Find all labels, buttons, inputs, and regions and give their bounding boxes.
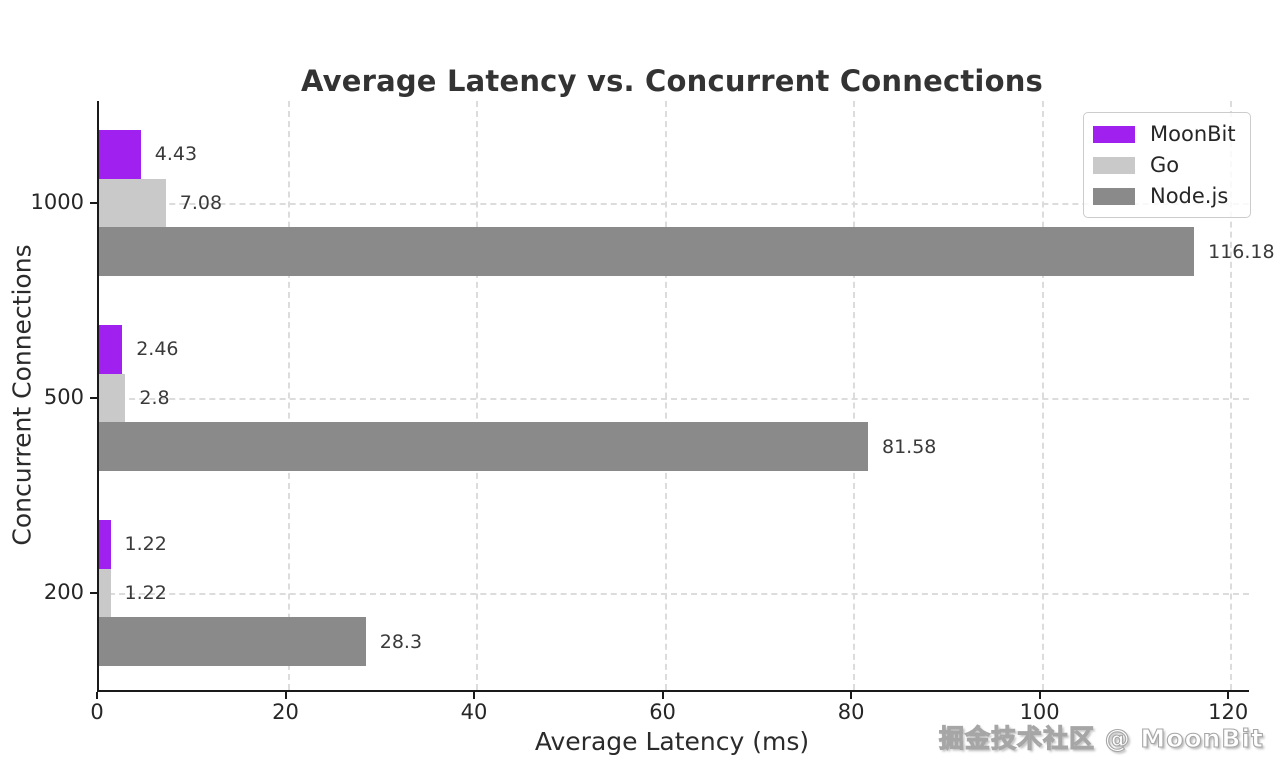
ytick-label-200: 200 (43, 580, 84, 604)
bar-value-go-1000: 7.08 (179, 192, 223, 214)
xtick-mark-120 (1227, 692, 1230, 699)
bar-go-200 (99, 568, 111, 618)
gridline-y-200 (99, 593, 1249, 595)
bar-go-500 (99, 373, 126, 423)
legend-item-go: Go (1093, 152, 1236, 178)
gridline-x-100 (1041, 101, 1044, 690)
gridline-x-60 (664, 101, 667, 690)
gridline-x-40 (476, 101, 479, 690)
legend-label-nodejs: Node.js (1150, 184, 1229, 208)
ytick-mark-500 (90, 397, 97, 399)
ytick-mark-200 (90, 592, 97, 594)
xtick-mark-60 (661, 692, 664, 699)
xtick-mark-0 (96, 692, 98, 699)
plot-area: 4.43 2.46 1.22 7.08 2.8 1.22 116.18 81.58 28.3 (97, 101, 1275, 692)
gridline-x-80 (853, 101, 856, 690)
ytick-mark-1000 (90, 202, 97, 204)
bar-value-go-200: 1.22 (124, 582, 167, 604)
bar-nodejs-500 (99, 422, 868, 472)
xtick-label-60: 60 (649, 700, 676, 724)
bar-nodejs-1000 (99, 227, 1195, 277)
bar-value-go-500: 2.8 (139, 387, 170, 409)
x-axis-label: Average Latency (ms) (534, 727, 810, 756)
nodejs-color-swatch (1093, 187, 1135, 205)
bar-value-moonbit-1000: 4.43 (154, 143, 198, 166)
legend-label-go: Go (1150, 153, 1180, 177)
bar-moonbit-1000 (99, 129, 141, 179)
ytick-label-500: 500 (43, 385, 84, 409)
chart-title: Average Latency vs. Concurrent Connectio… (300, 64, 1044, 98)
legend-item-nodejs: Node.js (1093, 183, 1236, 209)
xtick-label-40: 40 (460, 700, 488, 724)
gridline-x-120 (1230, 101, 1233, 690)
xtick-label-0: 0 (90, 700, 104, 724)
go-color-swatch (1093, 156, 1135, 174)
bar-nodejs-200 (99, 617, 366, 667)
bar-value-nodejs-200: 28.3 (379, 630, 423, 653)
bar-value-nodejs-1000: 116.18 (1208, 240, 1275, 263)
xtick-label-20: 20 (272, 700, 299, 724)
watermark: 掘金技术社区 @ MoonBit (938, 723, 1264, 753)
bar-moonbit-500 (99, 324, 123, 374)
xtick-label-120: 120 (1208, 700, 1249, 724)
bar-moonbit-200 (99, 519, 111, 569)
legend-label-moonbit: MoonBit (1150, 122, 1236, 146)
xtick-label-80: 80 (837, 700, 865, 724)
moonbit-color-swatch (1093, 125, 1135, 143)
legend-item-moonbit: MoonBit (1093, 121, 1236, 147)
xtick-mark-40 (473, 692, 476, 699)
y-axis-label: Concurrent Connections (7, 244, 37, 546)
gridline-x-20 (287, 101, 290, 690)
ytick-label-1000: 1000 (30, 190, 84, 214)
bar-value-nodejs-500: 81.58 (881, 435, 937, 458)
xtick-label-100: 100 (1019, 700, 1060, 724)
xtick-mark-100 (1038, 692, 1041, 699)
xtick-mark-80 (850, 692, 853, 699)
bar-value-moonbit-200: 1.22 (124, 533, 167, 556)
bar-value-moonbit-500: 2.46 (136, 338, 179, 361)
gridline-y-500 (99, 398, 1249, 400)
gridline-y-1000 (99, 203, 1249, 205)
xtick-mark-20 (284, 692, 287, 699)
legend: MoonBit Go Node.js (1083, 112, 1251, 218)
bar-go-1000 (99, 178, 166, 228)
